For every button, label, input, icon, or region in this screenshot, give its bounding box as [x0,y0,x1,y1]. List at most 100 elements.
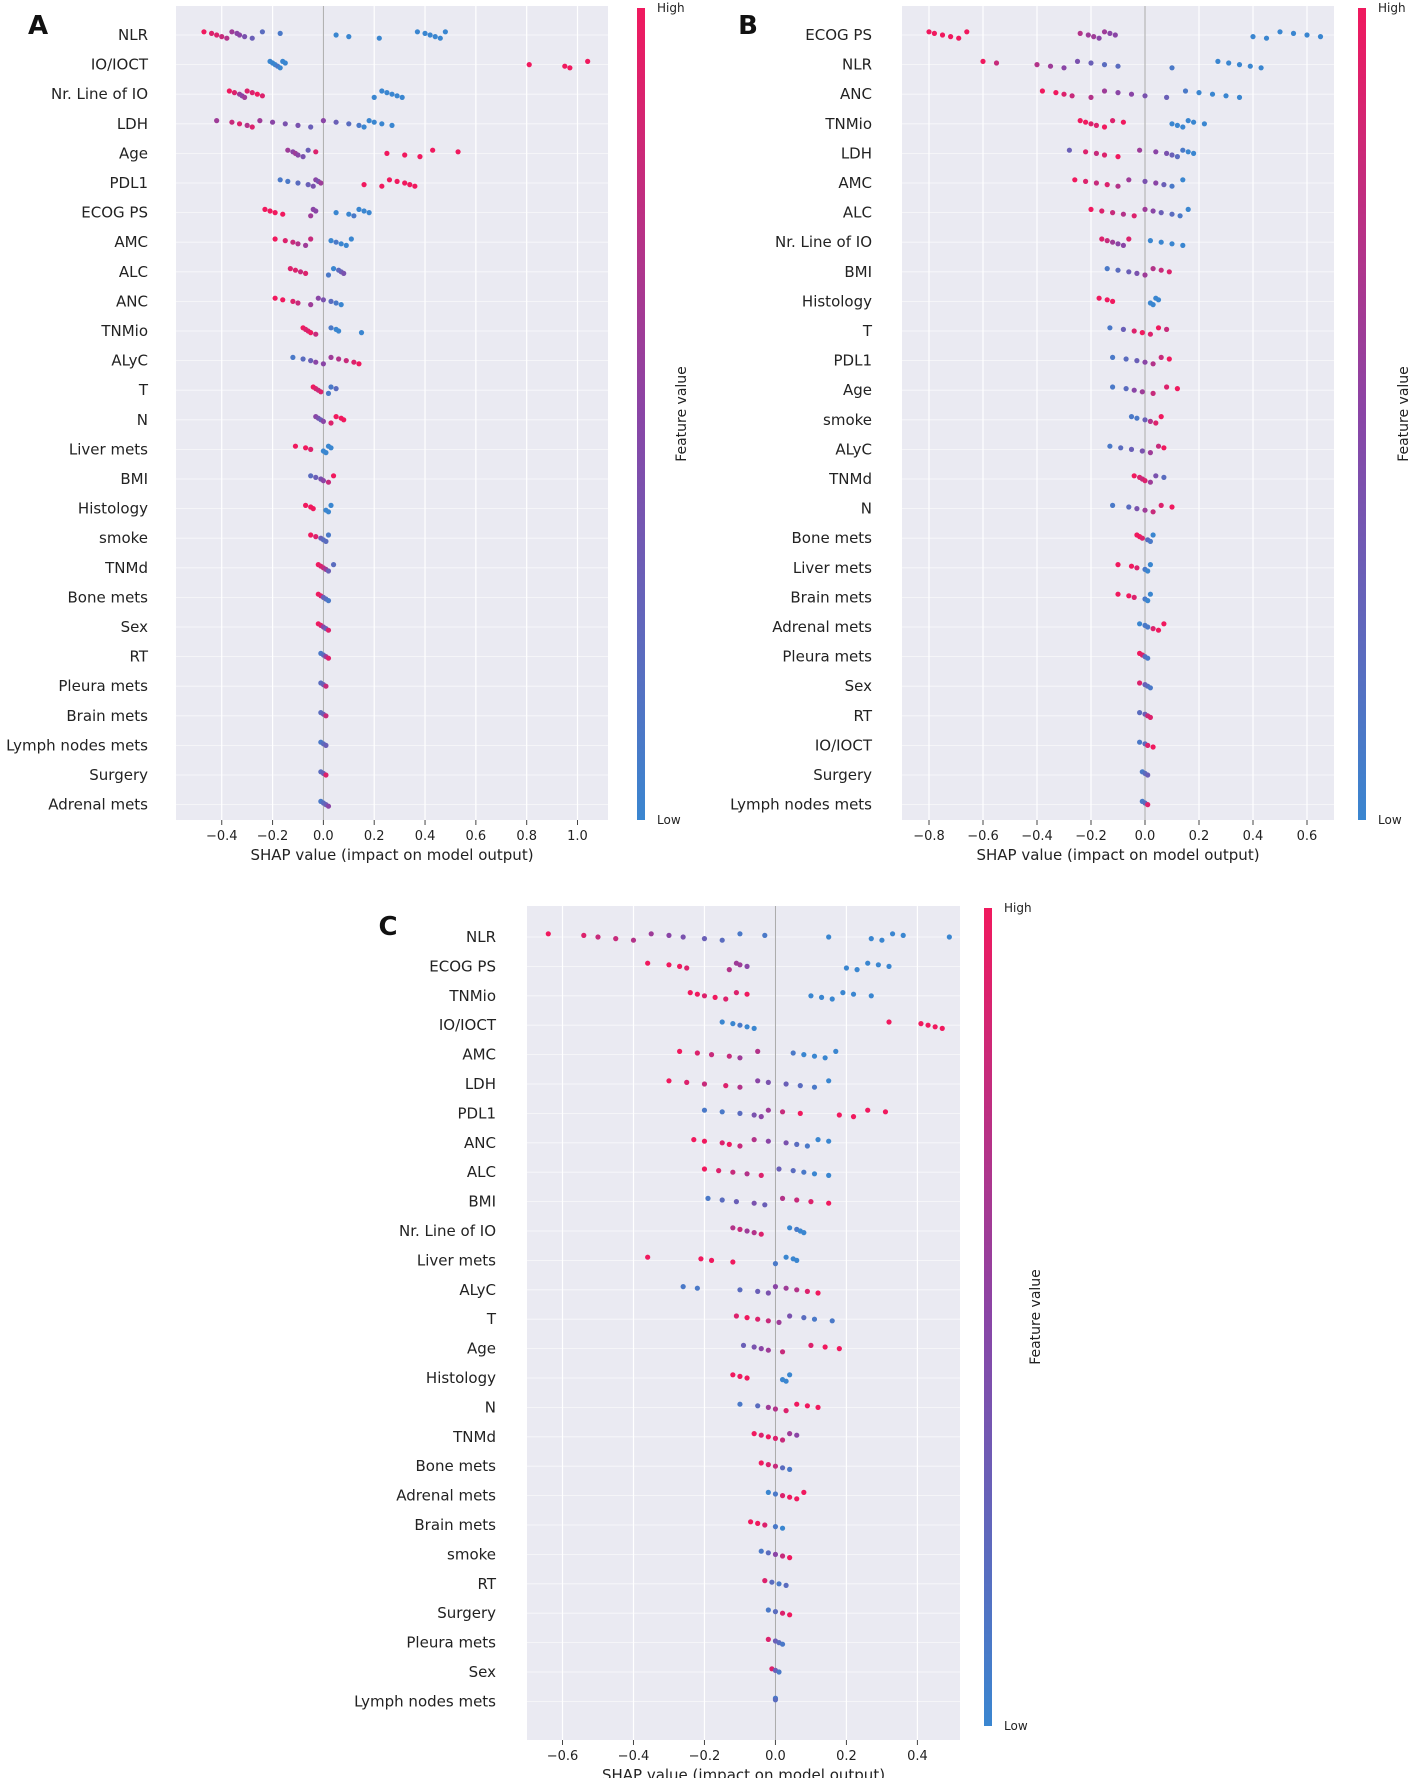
shap-point [1115,90,1121,96]
colorbar-low-label: Low [657,813,681,827]
shap-point [358,330,365,336]
shap-point [1147,714,1153,721]
feature-label: NLR [118,26,148,44]
shap-point [850,991,857,997]
shap-point [371,94,377,100]
shap-point [900,932,906,939]
shap-point [765,1550,771,1556]
shap-point [1134,565,1140,571]
shap-point [850,1114,857,1120]
shap-point [826,1200,832,1206]
shap-point [744,1024,750,1030]
shap-point [794,1287,800,1293]
shap-point [1131,594,1137,601]
feature-label: Brain mets [414,1516,496,1534]
feature-label: RT [130,648,149,666]
shap-point [414,29,421,35]
shap-point [1115,154,1121,160]
feature-label: Nr. Line of IO [775,233,872,251]
shap-point [716,1168,722,1174]
shap-point [295,241,301,247]
shap-point [290,298,296,304]
shap-point [1150,626,1156,632]
shap-point [376,35,382,41]
shap-point [762,1522,768,1528]
feature-label: Sex [121,618,148,636]
shap-point [455,149,461,155]
shap-point [804,1143,810,1149]
shap-point [783,1081,789,1087]
shap-point [931,30,938,36]
shap-point [277,177,283,183]
shap-point [826,1172,832,1178]
shap-point [875,962,881,968]
feature-label: BMI [468,1193,496,1211]
shap-point [323,713,329,719]
shap-point [1115,562,1121,568]
shap-point [272,295,278,301]
feature-row [1137,621,1167,633]
shap-point [328,298,334,304]
shap-point [1110,502,1116,508]
feature-row [226,88,405,100]
x-tick-label: 1.0 [567,829,588,844]
feature-row [765,1636,786,1647]
shap-point [826,1078,832,1084]
feature-row [1137,680,1153,691]
shap-point [1147,479,1153,485]
shap-point [1139,389,1145,395]
feature-row [758,1460,793,1472]
shap-point [310,183,316,189]
shap-point [1155,443,1162,449]
shap-point [747,1519,754,1525]
feature-row [680,1284,821,1296]
shap-point [412,183,418,189]
shap-point [1066,147,1072,153]
shap-point [361,208,367,214]
colorbar [984,908,992,1726]
shap-point [320,361,326,367]
shap-point [666,962,672,968]
feature-label: Lymph nodes mets [6,736,148,754]
feature-label: Lymph nodes mets [354,1692,496,1710]
shap-point [1142,206,1148,212]
shap-point [323,538,329,545]
shap-point [1126,177,1132,183]
feature-label: PDL1 [458,1104,497,1122]
shap-point [1191,150,1197,156]
shap-point [719,937,725,943]
feature-row [545,931,952,943]
feature-row [277,177,418,189]
shap-point [295,180,301,186]
feature-row [318,650,332,661]
shap-point [1061,91,1067,97]
shap-point [772,1491,779,1497]
shap-point [236,121,243,127]
shap-point [1153,420,1159,426]
shap-point [585,58,591,64]
x-tick-label: 0.4 [907,1749,928,1764]
x-tick-label: 0.6 [1297,829,1318,844]
shap-point [389,122,395,128]
shap-point [1155,627,1162,633]
shap-point [733,990,740,996]
shap-point [303,270,309,276]
feature-label: Brain mets [66,707,148,725]
shap-point [308,446,314,452]
x-tick-label: 0.4 [1243,829,1264,844]
shap-point [231,90,238,96]
shap-point [765,1079,771,1085]
shap-point [1304,32,1310,38]
feature-row [747,1519,786,1531]
shap-point [751,1137,757,1143]
shap-point [394,178,400,184]
shap-point [313,208,319,214]
feature-label: Surgery [437,1604,496,1622]
shap-point [308,358,314,364]
shap-point [1201,121,1207,127]
shap-point [790,1168,796,1174]
shap-point [737,1143,743,1149]
shap-point [1185,118,1191,124]
shap-point [1088,94,1094,100]
shap-point [1107,443,1113,449]
